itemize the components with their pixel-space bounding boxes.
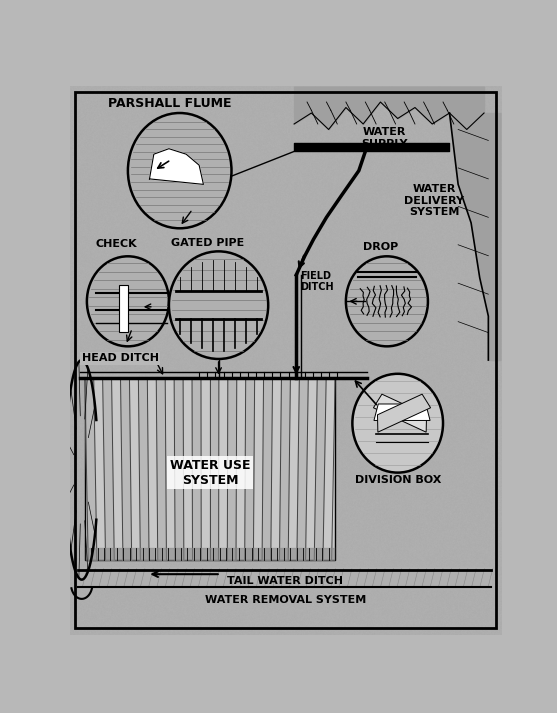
- Polygon shape: [373, 394, 427, 432]
- Text: WATER USE
SYSTEM: WATER USE SYSTEM: [170, 458, 250, 486]
- Polygon shape: [297, 378, 308, 560]
- Polygon shape: [149, 149, 203, 185]
- Polygon shape: [374, 404, 430, 421]
- Text: TAIL WATER DITCH: TAIL WATER DITCH: [227, 576, 344, 586]
- Text: WATER
DELIVERY
SYSTEM: WATER DELIVERY SYSTEM: [404, 184, 465, 217]
- Polygon shape: [102, 378, 114, 560]
- Polygon shape: [378, 394, 431, 432]
- Polygon shape: [280, 378, 290, 560]
- Text: PARSHALL FLUME: PARSHALL FLUME: [109, 97, 232, 111]
- Ellipse shape: [87, 256, 169, 347]
- Polygon shape: [314, 378, 326, 560]
- Text: GATED PIPE: GATED PIPE: [171, 237, 245, 247]
- Ellipse shape: [128, 113, 232, 228]
- Text: DROP: DROP: [363, 242, 398, 252]
- Ellipse shape: [169, 252, 268, 359]
- Text: DIVISION BOX: DIVISION BOX: [354, 475, 441, 485]
- Polygon shape: [85, 548, 335, 560]
- Polygon shape: [174, 378, 184, 560]
- Polygon shape: [85, 378, 97, 560]
- Polygon shape: [227, 378, 237, 560]
- Polygon shape: [262, 378, 272, 560]
- Polygon shape: [157, 378, 167, 560]
- Text: HEAD DITCH: HEAD DITCH: [82, 354, 159, 364]
- Text: WATER REMOVAL SYSTEM: WATER REMOVAL SYSTEM: [205, 595, 366, 605]
- Ellipse shape: [346, 256, 428, 347]
- Ellipse shape: [353, 374, 443, 473]
- Text: FIELD
DITCH: FIELD DITCH: [301, 271, 334, 292]
- Polygon shape: [192, 378, 201, 560]
- Text: CHECK: CHECK: [96, 239, 137, 249]
- Polygon shape: [120, 378, 131, 560]
- Polygon shape: [85, 378, 335, 560]
- Polygon shape: [138, 378, 149, 560]
- Polygon shape: [210, 378, 219, 560]
- Text: WATER
SUPPLY: WATER SUPPLY: [361, 127, 408, 148]
- Polygon shape: [245, 378, 255, 560]
- Polygon shape: [78, 567, 491, 589]
- Polygon shape: [119, 285, 128, 332]
